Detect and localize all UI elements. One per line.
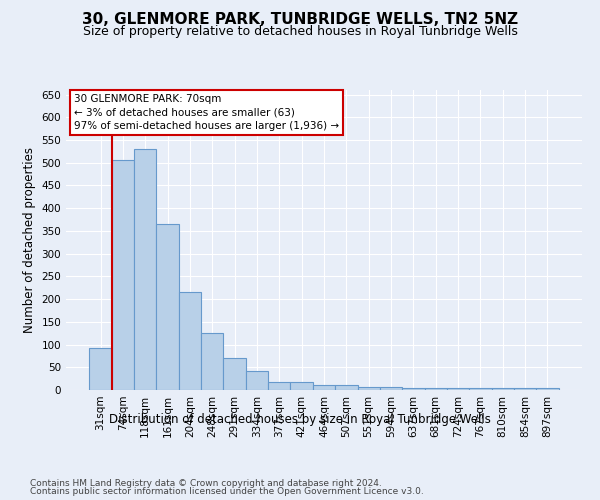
Bar (179, 292, 201, 390)
Bar (425, 388, 447, 390)
Bar (491, 388, 514, 390)
Bar (402, 388, 425, 390)
Bar (223, 358, 246, 390)
Bar (469, 388, 491, 390)
Text: 30, GLENMORE PARK, TUNBRIDGE WELLS, TN2 5NZ: 30, GLENMORE PARK, TUNBRIDGE WELLS, TN2 … (82, 12, 518, 28)
Bar (514, 388, 536, 390)
Text: Contains public sector information licensed under the Open Government Licence v3: Contains public sector information licen… (30, 487, 424, 496)
Bar (313, 385, 335, 390)
Text: Contains HM Land Registry data © Crown copyright and database right 2024.: Contains HM Land Registry data © Crown c… (30, 478, 382, 488)
Bar (447, 388, 469, 390)
Bar (335, 385, 358, 390)
Y-axis label: Number of detached properties: Number of detached properties (23, 147, 36, 333)
Bar (380, 388, 402, 390)
Bar (201, 333, 223, 390)
Bar (89, 348, 112, 390)
Bar (246, 371, 268, 390)
Bar (290, 382, 313, 390)
Bar (268, 382, 290, 390)
Bar (134, 149, 157, 390)
Bar (157, 224, 179, 390)
Bar (358, 388, 380, 390)
Text: Distribution of detached houses by size in Royal Tunbridge Wells: Distribution of detached houses by size … (109, 412, 491, 426)
Text: 30 GLENMORE PARK: 70sqm
← 3% of detached houses are smaller (63)
97% of semi-det: 30 GLENMORE PARK: 70sqm ← 3% of detached… (74, 94, 339, 131)
Text: Size of property relative to detached houses in Royal Tunbridge Wells: Size of property relative to detached ho… (83, 25, 517, 38)
Bar (536, 388, 559, 390)
Bar (112, 160, 134, 390)
